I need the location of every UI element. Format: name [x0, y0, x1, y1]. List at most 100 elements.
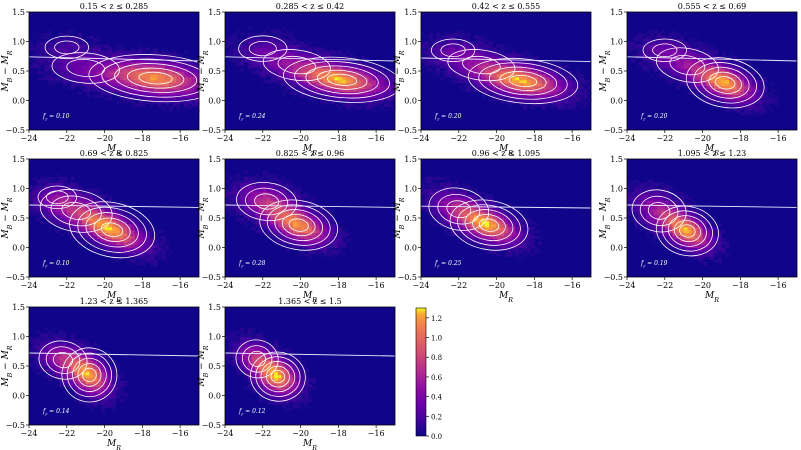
heatmap-cell — [721, 100, 726, 104]
heatmap-cell — [691, 250, 696, 254]
heatmap-cell — [304, 194, 309, 198]
heatmap-cell — [138, 103, 143, 107]
heatmap-cell — [115, 53, 121, 57]
heatmap-cell — [274, 68, 279, 72]
heatmap-cell — [115, 59, 121, 63]
heatmap-cell — [59, 32, 64, 36]
heatmap-cell — [296, 226, 301, 231]
heatmap-cell — [553, 76, 558, 81]
heatmap-cell — [187, 82, 192, 87]
heatmap-cell — [32, 206, 37, 210]
heatmap-cell — [583, 94, 588, 98]
heatmap-cell — [127, 238, 132, 242]
heatmap-cell — [383, 82, 388, 87]
heatmap-cell — [564, 82, 569, 87]
y-tick-label: 1.5 — [208, 155, 221, 164]
heatmap-cell — [687, 91, 692, 95]
heatmap-cell — [81, 191, 87, 195]
heatmap-cell — [172, 71, 177, 75]
heatmap-cell — [477, 68, 482, 72]
heatmap-cell — [649, 229, 654, 234]
heatmap-cell — [439, 223, 445, 228]
heatmap-cell — [664, 76, 669, 81]
heatmap-cell — [115, 253, 121, 257]
heatmap-cell — [345, 68, 351, 72]
heatmap-cell — [168, 250, 173, 254]
heatmap-cell — [436, 47, 441, 51]
heatmap-cell — [29, 206, 34, 210]
heatmap-cell — [300, 200, 305, 204]
heatmap-cell — [432, 71, 437, 75]
heatmap-cell — [93, 223, 98, 228]
heatmap-cell — [523, 79, 528, 84]
heatmap-cell — [568, 85, 573, 90]
heatmap-cell — [85, 194, 90, 198]
heatmap-cell — [736, 103, 741, 107]
heatmap-cell — [146, 232, 151, 237]
heatmap-cell — [504, 91, 509, 95]
heatmap-cell — [549, 85, 554, 90]
heatmap-cell — [428, 194, 433, 198]
heatmap-cell — [679, 247, 685, 251]
heatmap-cell — [368, 106, 373, 110]
heatmap-cell — [247, 200, 252, 204]
heatmap-cell — [496, 59, 501, 63]
heatmap-cell — [691, 79, 696, 84]
heatmap-cell — [676, 82, 681, 87]
heatmap-cell — [262, 170, 267, 175]
heatmap-cell — [751, 106, 756, 110]
y-tick-label: −0.5 — [6, 273, 25, 282]
heatmap-cell — [447, 179, 452, 183]
heatmap-cell — [462, 85, 467, 90]
heatmap-cell — [736, 65, 741, 69]
heatmap-cell — [466, 47, 471, 51]
heatmap-cell — [262, 76, 267, 81]
y-tick-label: 1.0 — [12, 38, 25, 47]
x-tick-label: −22 — [450, 281, 467, 290]
heatmap-cell — [447, 41, 452, 45]
heatmap-cell — [285, 188, 290, 192]
heatmap-cell — [66, 53, 71, 57]
heatmap-cell — [63, 35, 68, 39]
heatmap-cell — [315, 88, 320, 93]
heatmap-cell — [500, 50, 505, 54]
heatmap-cell — [774, 94, 779, 98]
heatmap-cell — [104, 229, 109, 234]
heatmap-cell — [40, 182, 45, 186]
heatmap-cell — [270, 235, 275, 240]
heatmap-cell — [266, 191, 271, 195]
heatmap-cell — [364, 106, 369, 110]
heatmap-cell — [153, 73, 158, 78]
heatmap-cell — [236, 218, 241, 222]
heatmap-cell — [44, 62, 49, 66]
heatmap-cell — [300, 94, 305, 98]
heatmap-cell — [695, 88, 700, 93]
heatmap-cell — [78, 82, 83, 87]
heatmap-cell — [638, 44, 643, 48]
heatmap-cell — [379, 82, 385, 87]
heatmap-cell — [281, 238, 286, 242]
heatmap-cell — [462, 238, 467, 242]
heatmap-cell — [519, 79, 524, 84]
heatmap-cell — [142, 53, 147, 57]
heatmap-cell — [232, 59, 237, 63]
heatmap-cell — [81, 226, 87, 231]
heatmap-cell — [451, 232, 456, 237]
heatmap-cell — [66, 76, 71, 81]
heatmap-cell — [713, 62, 719, 66]
heatmap-cell — [153, 76, 158, 81]
heatmap-cell — [274, 50, 279, 54]
heatmap-cell — [717, 229, 722, 234]
heatmap-cell — [470, 235, 475, 240]
contour-line — [69, 201, 156, 259]
heatmap-cell — [751, 79, 756, 84]
heatmap-cell — [717, 76, 722, 81]
heatmap-cell — [108, 88, 113, 93]
heatmap-cell — [725, 62, 730, 66]
heatmap-cell — [123, 76, 128, 81]
heatmap-cell — [424, 44, 429, 48]
heatmap-cell — [251, 32, 256, 36]
axis-ticks: −24 −22 −20 −18 −16−0.50.00.51.01.5 — [6, 8, 189, 143]
heatmap-cell — [672, 50, 677, 54]
heatmap-cell — [470, 200, 475, 204]
